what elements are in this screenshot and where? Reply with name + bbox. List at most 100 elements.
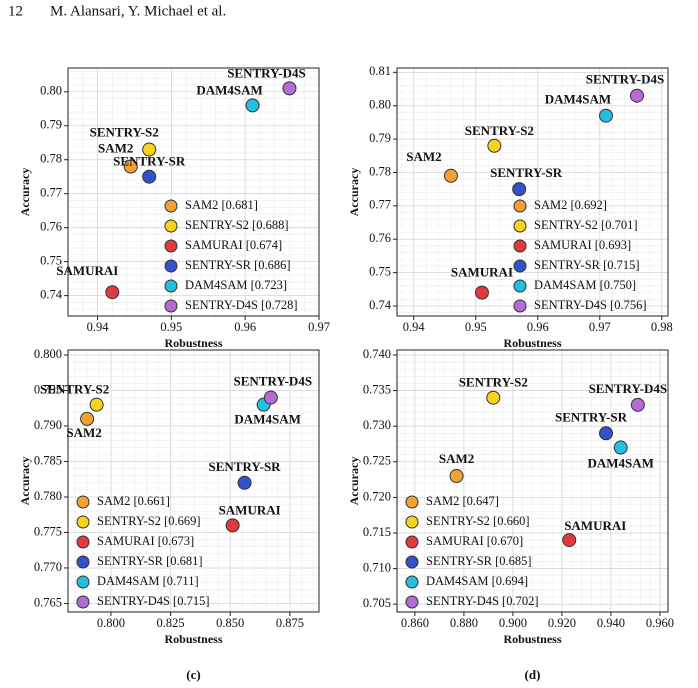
panel-label: (c) [186, 667, 200, 682]
legend-swatch [164, 299, 178, 313]
y-tick-label: 0.80 [40, 84, 62, 98]
y-tick-label: 0.79 [40, 118, 62, 132]
point [443, 168, 458, 183]
point [613, 440, 628, 455]
point-label: SENTRY-S2 [459, 375, 528, 390]
legend-label: SAMURAI [0.674] [185, 238, 282, 252]
point-label: DAM4SAM [196, 82, 262, 97]
legend-swatch [164, 279, 178, 293]
y-tick-label: 0.76 [369, 231, 391, 245]
legend-swatch [513, 219, 527, 233]
point-label: SAMURAI [564, 518, 626, 533]
x-tick-label: 0.94 [87, 320, 110, 334]
panel-label: (d) [525, 667, 541, 682]
y-axis-label: Accuracy [347, 457, 361, 506]
legend-label: SAMURAI [0.670] [426, 534, 523, 548]
plot-area [397, 68, 668, 316]
point [598, 108, 613, 123]
running-head: M. Alansari, Y. Michael et al. [50, 3, 226, 19]
y-tick-label: 0.77 [369, 198, 391, 212]
legend-swatch [76, 555, 90, 569]
legend-label: DAM4SAM [0.711] [97, 574, 199, 588]
legend-swatch [405, 515, 419, 529]
legend-swatch [164, 219, 178, 233]
x-tick-label: 0.800 [97, 616, 125, 630]
legend-label: SAM2 [0.681] [185, 198, 258, 212]
legend-swatch [513, 199, 527, 213]
point-label: SENTRY-S2 [90, 125, 159, 140]
legend-swatch [164, 239, 178, 253]
legend-swatch [513, 259, 527, 273]
point [629, 88, 644, 103]
legend-label: SENTRY-D4S [0.715] [97, 594, 210, 608]
x-tick-label: 0.860 [401, 616, 429, 630]
legend-label: SENTRY-D4S [0.756] [534, 298, 647, 312]
y-tick-label: 0.80 [369, 98, 391, 112]
x-tick-label: 0.880 [450, 616, 478, 630]
x-tick-label: 0.850 [216, 616, 244, 630]
y-tick-label: 0.715 [363, 525, 391, 539]
point [237, 475, 252, 490]
point-label: SENTRY-S2 [465, 123, 534, 138]
legend-swatch [405, 575, 419, 589]
legend-swatch [513, 279, 527, 293]
legend-swatch [405, 595, 419, 609]
x-tick-label: 0.900 [499, 616, 527, 630]
legend-label: SENTRY-S2 [0.701] [534, 218, 637, 232]
x-tick-label: 0.825 [157, 616, 185, 630]
page-number: 12 [8, 3, 23, 19]
y-tick-label: 0.735 [363, 382, 391, 396]
x-axis-label: Robustness [164, 632, 222, 646]
point-label: SENTRY-SR [555, 409, 628, 424]
point-label: SENTRY-SR [113, 154, 186, 169]
plot-area [68, 68, 319, 316]
point [105, 285, 120, 300]
legend-label: SENTRY-D4S [0.702] [426, 594, 539, 608]
x-tick-label: 0.97 [589, 320, 611, 334]
y-tick-label: 0.76 [40, 220, 62, 234]
point-label: SENTRY-D4S [589, 381, 668, 396]
y-tick-label: 0.75 [369, 264, 391, 278]
plot-frame [396, 67, 669, 317]
point-label: SENTRY-D4S [234, 374, 313, 389]
legend-label: SAM2 [0.647] [426, 494, 499, 508]
legend-swatch [405, 535, 419, 549]
point-label: SENTRY-D4S [586, 72, 665, 87]
legend-swatch [76, 535, 90, 549]
point [487, 138, 502, 153]
legend-label: SENTRY-SR [0.686] [185, 258, 291, 272]
x-tick-label: 0.940 [597, 616, 625, 630]
y-axis-label: Accuracy [18, 457, 32, 506]
plot-frame [67, 349, 320, 613]
y-axis-label: Accuracy [18, 168, 32, 217]
point [245, 98, 260, 113]
y-tick-label: 0.79 [369, 131, 391, 145]
y-tick-label: 0.770 [34, 560, 62, 574]
x-tick-label: 0.875 [276, 616, 304, 630]
legend-label: SENTRY-S2 [0.688] [185, 218, 288, 232]
x-tick-label: 0.96 [527, 320, 549, 334]
y-tick-label: 0.740 [363, 347, 391, 361]
point [263, 390, 278, 405]
x-axis-label: Robustness [503, 336, 561, 350]
legend-swatch [513, 299, 527, 313]
point [142, 169, 157, 184]
legend-label: DAM4SAM [0.723] [185, 278, 287, 292]
point [282, 81, 297, 96]
point-label: SAMURAI [219, 502, 281, 517]
point [486, 390, 501, 405]
point [449, 469, 464, 484]
y-tick-label: 0.74 [40, 287, 63, 301]
legend-label: SENTRY-S2 [0.669] [97, 514, 200, 528]
point [142, 142, 157, 157]
y-tick-label: 0.705 [363, 596, 391, 610]
point-label: SAM2 [98, 141, 133, 156]
x-tick-label: 0.96 [234, 320, 256, 334]
point-label: DAM4SAM [587, 456, 653, 471]
y-tick-label: 0.75 [40, 254, 62, 268]
y-tick-label: 0.780 [34, 489, 62, 503]
y-tick-label: 0.785 [34, 453, 62, 467]
point-label: DAM4SAM [234, 412, 300, 427]
y-tick-label: 0.78 [40, 152, 62, 166]
